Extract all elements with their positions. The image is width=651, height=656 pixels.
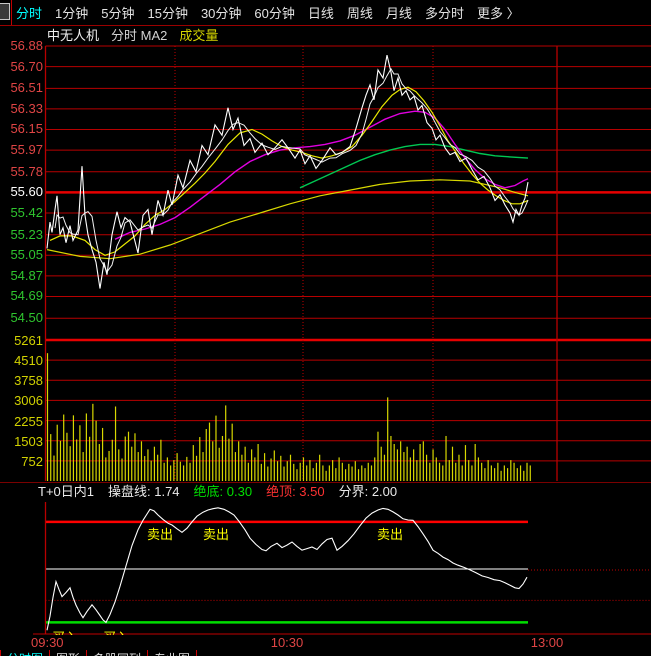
price-label-56.70: 56.70 — [10, 59, 43, 74]
tab-日线[interactable]: 日线 — [307, 6, 334, 21]
price-line — [46, 54, 529, 289]
tab-30分钟[interactable]: 30分钟 — [200, 6, 242, 21]
window-icon[interactable] — [0, 3, 10, 20]
bottom-tab-分时图[interactable]: 分时图 — [1, 650, 49, 656]
ma-magenta-line — [114, 110, 529, 240]
tab-分时[interactable]: 分时 — [16, 6, 43, 21]
sell-signal-3: 卖出 — [377, 527, 404, 542]
tab-月线[interactable]: 月线 — [385, 6, 412, 21]
tab-多分时[interactable]: 多分时 — [424, 6, 464, 21]
tab-更多 〉[interactable]: 更多 〉 — [476, 6, 520, 21]
price-label-56.88: 56.88 — [10, 38, 43, 53]
price-label-56.33: 56.33 — [10, 101, 43, 116]
price-label-54.50: 54.50 — [10, 310, 43, 325]
tab-60分钟[interactable]: 60分钟 — [254, 6, 295, 21]
volume-label-4510: 4510 — [14, 353, 43, 368]
ma-green-line — [299, 143, 529, 189]
indicator-value-top: 绝顶: 3.50 — [266, 484, 325, 499]
bottom-tab-separator — [147, 650, 149, 656]
time-label-09:30: 09:30 — [31, 635, 64, 650]
price-label-54.69: 54.69 — [10, 288, 43, 303]
indicator-name-label: 分时 MA2 — [111, 28, 168, 43]
volume-label[interactable]: 成交量 — [179, 28, 219, 43]
time-label-10:30: 10:30 — [270, 635, 304, 650]
sell-signal-1: 卖出 — [147, 527, 174, 542]
volume-label-5261: 5261 — [14, 333, 43, 348]
vwap-line — [46, 179, 529, 260]
volume-label-1503: 1503 — [14, 434, 43, 449]
price-label-56.51: 56.51 — [10, 80, 43, 95]
price-label-54.87: 54.87 — [10, 268, 43, 283]
ma-fast-white-line — [54, 67, 529, 273]
period-tabbar: 分时 1分钟 5分钟 15分钟 30分钟 60分钟 日线 周线 月线 多分时 更多 〉 — [0, 0, 651, 25]
volume-label-752: 752 — [21, 454, 43, 469]
tab-15分钟[interactable]: 15分钟 — [147, 6, 188, 21]
bottom-tab-多股同列[interactable]: 多股同列 — [87, 650, 147, 656]
volume-label-3758: 3758 — [14, 373, 43, 388]
buy-signal-2: 买入 — [103, 627, 129, 635]
price-label-55.97: 55.97 — [10, 142, 43, 157]
stock-name: 中无人机 — [47, 28, 100, 43]
indicator-value-bottom: 绝底: 0.30 — [193, 484, 253, 499]
bottom-tab-图形[interactable]: 图形 — [50, 650, 86, 656]
price-label-55.05: 55.05 — [10, 247, 43, 262]
bottom-tab-separator — [196, 650, 198, 656]
bottom-tab-专业图[interactable]: 专业图 — [148, 650, 196, 656]
tabbar-separator — [11, 0, 12, 25]
volume-label-2255: 2255 — [14, 414, 43, 429]
ma-yellow-line — [49, 86, 529, 256]
chart-title-row: 中无人机 分时 MA2 成交量 — [47, 27, 218, 44]
indicator-value-opline: 操盘线: 1.74 — [108, 484, 180, 499]
buy-signal-1: 买入 — [52, 627, 78, 635]
bottom-view-tabs: 分时图图形多股同列专业图 — [0, 650, 651, 656]
time-label-13:00: 13:00 — [530, 635, 564, 650]
volume-label-3006: 3006 — [14, 393, 43, 408]
indicator-curve — [46, 507, 528, 631]
period-tabs: 分时 1分钟 5分钟 15分钟 30分钟 60分钟 日线 周线 月线 多分时 更多 〉 — [16, 0, 520, 25]
bottom-tab-separator — [86, 650, 88, 656]
indicator-value-divider: 分界: 2.00 — [338, 484, 398, 499]
price-label-56.15: 56.15 — [10, 121, 43, 136]
price-label-55.42: 55.42 — [10, 205, 43, 220]
tab-5分钟[interactable]: 5分钟 — [101, 6, 135, 21]
tab-1分钟[interactable]: 1分钟 — [55, 6, 89, 21]
bottom-tab-separator — [49, 650, 51, 656]
tab-周线[interactable]: 周线 — [346, 6, 373, 21]
sell-signal-2: 卖出 — [203, 527, 230, 542]
price-label-55.60: 55.60 — [10, 184, 43, 199]
indicator-title[interactable]: T+0日内1 — [38, 484, 94, 499]
price-label-55.23: 55.23 — [10, 227, 43, 242]
bottom-tab-separator — [0, 650, 1, 656]
indicator-header: T+0日内1 操盘线: 1.74 绝底: 0.30 绝顶: 3.50 分界: 2… — [38, 484, 397, 500]
tabbar-underline — [0, 25, 651, 26]
price-label-55.78: 55.78 — [10, 164, 43, 179]
